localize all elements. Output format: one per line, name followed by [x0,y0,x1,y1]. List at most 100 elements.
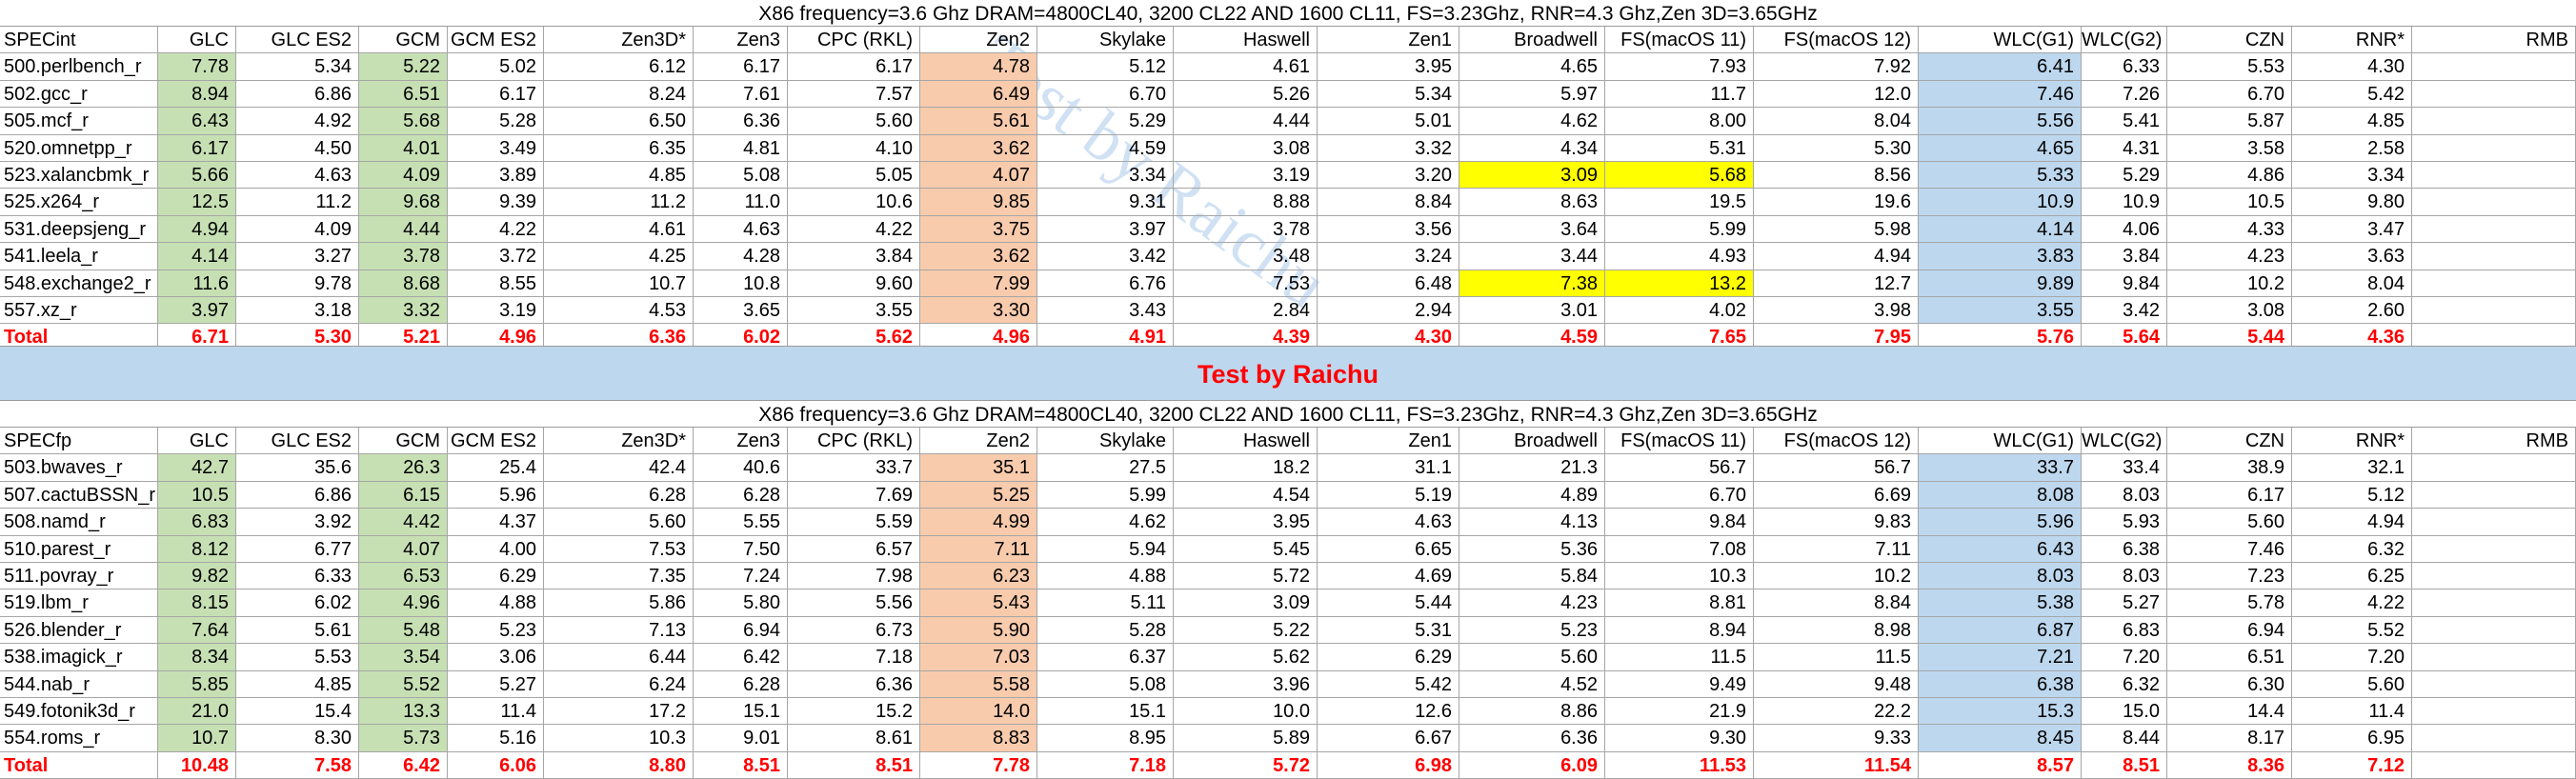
table-cell[interactable]: 8.30 [236,725,359,752]
table-cell[interactable]: 3.27 [236,243,359,270]
table-cell[interactable]: 7.13 [544,616,694,645]
table-cell[interactable]: 8.57 [1919,751,2082,779]
table-cell[interactable]: 8.12 [158,535,236,563]
table-cell[interactable]: 4.14 [1919,215,2082,244]
table-cell[interactable] [2412,616,2576,645]
table-cell[interactable]: 3.58 [2167,134,2292,162]
row-label[interactable]: 520.omnetpp_r [0,134,158,162]
table-cell[interactable]: 25.4 [448,454,544,482]
table-cell[interactable]: 9.60 [788,270,920,297]
table-cell[interactable]: 9.48 [1754,670,1919,698]
table-cell[interactable]: 5.96 [448,481,544,509]
table-cell[interactable]: 10.5 [158,481,236,509]
table-cell[interactable]: 8.86 [1459,698,1605,726]
table-cell[interactable]: 4.31 [2082,134,2167,162]
table-cell[interactable]: 4.88 [1037,563,1174,590]
table-cell[interactable]: 6.86 [236,80,359,109]
table-cell[interactable]: 6.29 [1318,644,1459,671]
table-cell[interactable]: 6.67 [1318,725,1459,752]
table-cell[interactable]: 3.92 [236,509,359,536]
table-cell[interactable]: 5.29 [2082,162,2167,190]
table-cell[interactable]: 5.80 [694,589,788,617]
column-header[interactable]: RMB [2412,428,2576,455]
table-cell[interactable]: 15.3 [1919,698,2082,726]
table-cell[interactable]: 5.23 [1459,616,1605,645]
table-cell[interactable]: 10.3 [1605,563,1754,590]
table-cell[interactable]: 10.2 [2167,270,2292,297]
table-cell[interactable]: 5.01 [1318,108,1459,135]
table-cell[interactable]: 4.37 [448,509,544,536]
table-cell[interactable]: 8.61 [788,725,920,752]
table-cell[interactable]: 5.68 [359,108,448,135]
table-cell[interactable]: 6.24 [544,670,694,698]
row-label[interactable]: 503.bwaves_r [0,454,158,482]
table-cell[interactable]: 5.30 [1754,134,1919,162]
table-cell[interactable]: 4.22 [2292,589,2412,617]
table-cell[interactable]: 4.85 [544,162,694,190]
table-cell[interactable]: 9.80 [2292,189,2412,216]
column-header[interactable]: Haswell [1174,27,1318,54]
table-cell[interactable]: 9.01 [694,725,788,752]
table-cell[interactable]: 7.69 [788,481,920,509]
table-cell[interactable]: 6.87 [1919,616,2082,645]
table-cell[interactable]: 5.61 [236,616,359,645]
table-cell[interactable]: 10.5 [2167,189,2292,216]
table-cell[interactable]: 5.43 [920,589,1037,617]
table-cell[interactable]: 3.18 [236,297,359,325]
column-header[interactable]: CPC (RKL) [788,27,920,54]
table-cell[interactable]: 7.18 [1037,751,1174,779]
column-header[interactable]: Zen3 [694,27,788,54]
table-cell[interactable] [2412,563,2576,590]
table-cell[interactable]: 19.5 [1605,189,1754,216]
table-cell[interactable]: 5.25 [920,481,1037,509]
table-cell[interactable]: 14.4 [2167,698,2292,726]
table-cell[interactable]: 6.23 [920,563,1037,590]
table-cell[interactable]: 7.57 [788,80,920,109]
table-cell[interactable]: 7.08 [1605,535,1754,563]
table-cell[interactable]: 5.93 [2082,509,2167,536]
table-cell[interactable]: 3.55 [788,297,920,325]
table-cell[interactable]: 6.29 [448,563,544,590]
table-cell[interactable]: 7.50 [694,535,788,563]
table-cell[interactable]: 5.34 [1318,80,1459,109]
table-cell[interactable]: 6.44 [544,644,694,671]
table-cell[interactable]: 5.99 [1037,481,1174,509]
table-cell[interactable]: 3.08 [1174,134,1318,162]
table-cell[interactable]: 5.53 [2167,53,2292,81]
table-cell[interactable]: 5.45 [1174,535,1318,563]
table-cell[interactable]: 4.28 [694,243,788,270]
column-header[interactable]: CPC (RKL) [788,428,920,455]
table-cell[interactable]: 3.84 [788,243,920,270]
table-cell[interactable]: 33.7 [1919,454,2082,482]
table-cell[interactable]: 5.78 [2167,589,2292,617]
table-cell[interactable]: 17.2 [544,698,694,726]
table-cell[interactable]: 5.86 [544,589,694,617]
table-cell[interactable]: 7.61 [694,80,788,109]
table-cell[interactable]: 3.83 [1919,243,2082,270]
table-cell[interactable]: 7.35 [544,563,694,590]
table-cell[interactable]: 4.06 [2082,215,2167,244]
table-cell[interactable]: 5.87 [2167,108,2292,135]
table-cell[interactable] [2412,108,2576,135]
table-cell[interactable]: 4.99 [920,509,1037,536]
table-cell[interactable]: 7.11 [920,535,1037,563]
table-cell[interactable]: 6.28 [694,670,788,698]
column-header[interactable]: CZN [2167,428,2292,455]
table-cell[interactable]: 3.95 [1174,509,1318,536]
table-cell[interactable]: 6.94 [694,616,788,645]
table-cell[interactable]: 5.56 [788,589,920,617]
column-header[interactable]: GCM ES2 [448,27,544,54]
table-cell[interactable]: 10.6 [788,189,920,216]
table-cell[interactable]: 3.62 [920,134,1037,162]
table-cell[interactable]: 5.27 [448,670,544,698]
table-cell[interactable]: 56.7 [1754,454,1919,482]
row-label[interactable]: 554.roms_r [0,725,158,752]
table-cell[interactable]: 5.02 [448,53,544,81]
table-cell[interactable]: 8.04 [2292,270,2412,297]
table-cell[interactable]: 9.84 [2082,270,2167,297]
table-cell[interactable]: 4.00 [448,535,544,563]
table-cell[interactable] [2412,589,2576,617]
table-cell[interactable]: 5.58 [920,670,1037,698]
table-cell[interactable]: 8.44 [2082,725,2167,752]
table-cell[interactable]: 3.24 [1318,243,1459,270]
